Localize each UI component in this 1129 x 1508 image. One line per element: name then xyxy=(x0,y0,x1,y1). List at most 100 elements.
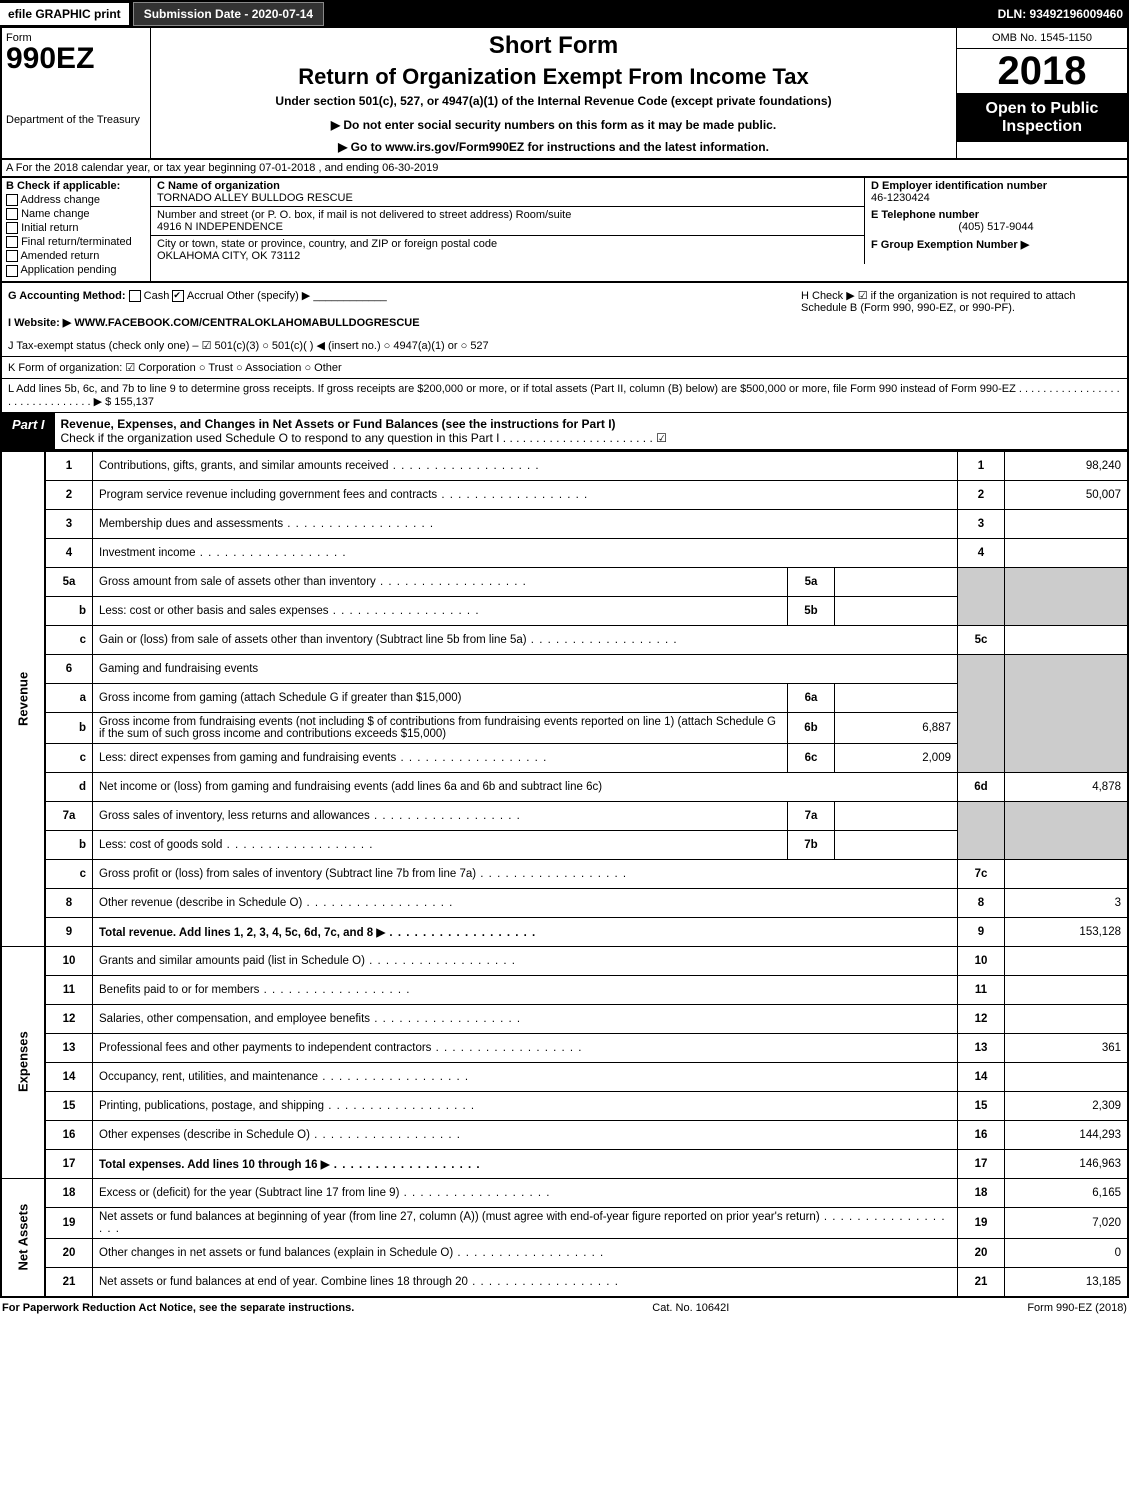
phone-value: (405) 517-9044 xyxy=(871,221,1121,233)
line-21-val: 13,185 xyxy=(1005,1267,1129,1297)
line-8-val: 3 xyxy=(1005,888,1129,917)
line-3-val xyxy=(1005,509,1129,538)
check-cash[interactable] xyxy=(129,290,141,302)
line-5a-desc: Gross amount from sale of assets other t… xyxy=(93,567,788,596)
line-15-num: 15 xyxy=(45,1091,93,1120)
line-6a-num: a xyxy=(45,683,93,712)
line-15-outlab: 15 xyxy=(958,1091,1005,1120)
row-a-tax-year: A For the 2018 calendar year, or tax yea… xyxy=(0,160,1129,178)
line-11-val xyxy=(1005,975,1129,1004)
header-left: Form 990EZ Department of the Treasury xyxy=(2,28,151,158)
column-cdef: C Name of organization TORNADO ALLEY BUL… xyxy=(151,178,1127,281)
form-number: 990EZ xyxy=(6,44,146,74)
line-8-outlab: 8 xyxy=(958,888,1005,917)
expenses-side-label: Expenses xyxy=(1,946,45,1178)
line-21-desc: Net assets or fund balances at end of ye… xyxy=(93,1267,958,1297)
line-k-form-org: K Form of organization: ☑ Corporation ○ … xyxy=(0,357,1129,379)
main-title: Return of Organization Exempt From Incom… xyxy=(155,64,952,90)
line-18-outlab: 18 xyxy=(958,1178,1005,1207)
check-name-change[interactable]: Name change xyxy=(6,208,146,220)
part-1-check: Check if the organization used Schedule … xyxy=(61,431,667,445)
line-5c-desc: Gain or (loss) from sale of assets other… xyxy=(93,625,958,654)
efile-print-label[interactable]: efile GRAPHIC print xyxy=(0,3,129,25)
line-3-num: 3 xyxy=(45,509,93,538)
footer-right: Form 990-EZ (2018) xyxy=(1027,1302,1127,1314)
line-6c-desc: Less: direct expenses from gaming and fu… xyxy=(93,743,788,772)
part-1-label: Part I xyxy=(2,413,55,449)
line-7a-desc: Gross sales of inventory, less returns a… xyxy=(93,801,788,830)
line-6a-inlab: 6a xyxy=(788,683,835,712)
line-12-num: 12 xyxy=(45,1004,93,1033)
street-block: Number and street (or P. O. box, if mail… xyxy=(151,207,864,236)
header-right: OMB No. 1545-1150 2018 Open to Public In… xyxy=(956,28,1127,158)
line-19-num: 19 xyxy=(45,1207,93,1238)
line-2-outlab: 2 xyxy=(958,480,1005,509)
line-6-desc: Gaming and fundraising events xyxy=(93,654,958,683)
accounting-method: G Accounting Method: Cash Accrual Other … xyxy=(8,289,801,329)
line-20-num: 20 xyxy=(45,1238,93,1267)
line-17-outlab: 17 xyxy=(958,1149,1005,1178)
check-final-return[interactable]: Final return/terminated xyxy=(6,236,146,248)
form-header: Form 990EZ Department of the Treasury Sh… xyxy=(0,28,1129,160)
line-l-gross-receipts: L Add lines 5b, 6c, and 7b to line 9 to … xyxy=(0,379,1129,413)
grey-6 xyxy=(958,654,1005,772)
city-value: OKLAHOMA CITY, OK 73112 xyxy=(157,250,858,262)
city-label: City or town, state or province, country… xyxy=(157,238,858,250)
line-1-outlab: 1 xyxy=(958,451,1005,480)
line-7b-inlab: 7b xyxy=(788,830,835,859)
org-name: TORNADO ALLEY BULLDOG RESCUE xyxy=(157,192,858,204)
line-5c-val xyxy=(1005,625,1129,654)
line-13-desc: Professional fees and other payments to … xyxy=(93,1033,958,1062)
line-18-val: 6,165 xyxy=(1005,1178,1129,1207)
check-application-pending[interactable]: Application pending xyxy=(6,264,146,276)
check-accrual[interactable] xyxy=(172,290,184,302)
submission-date-label: Submission Date - 2020-07-14 xyxy=(133,2,324,26)
subtitle-3: ▶ Go to www.irs.gov/Form990EZ for instru… xyxy=(155,140,952,154)
website-line: I Website: ▶ WWW.FACEBOOK.COM/CENTRALOKL… xyxy=(8,316,801,329)
line-14-desc: Occupancy, rent, utilities, and maintena… xyxy=(93,1062,958,1091)
check-address-change[interactable]: Address change xyxy=(6,194,146,206)
header-mid: Short Form Return of Organization Exempt… xyxy=(151,28,956,158)
line-20-val: 0 xyxy=(1005,1238,1129,1267)
street-value: 4916 N INDEPENDENCE xyxy=(157,221,858,233)
line-5c-outlab: 5c xyxy=(958,625,1005,654)
line-7a-inval xyxy=(835,801,958,830)
check-initial-return[interactable]: Initial return xyxy=(6,222,146,234)
line-9-outlab: 9 xyxy=(958,917,1005,946)
line-3-outlab: 3 xyxy=(958,509,1005,538)
check-amended-return[interactable]: Amended return xyxy=(6,250,146,262)
line-8-num: 8 xyxy=(45,888,93,917)
line-12-val xyxy=(1005,1004,1129,1033)
line-13-outlab: 13 xyxy=(958,1033,1005,1062)
line-4-desc: Investment income xyxy=(93,538,958,567)
phone-block: E Telephone number (405) 517-9044 xyxy=(864,207,1127,236)
line-19-outlab: 19 xyxy=(958,1207,1005,1238)
open-to-public: Open to Public Inspection xyxy=(957,94,1127,142)
line-10-desc: Grants and similar amounts paid (list in… xyxy=(93,946,958,975)
line-5b-inval xyxy=(835,596,958,625)
grey-5v xyxy=(1005,567,1129,625)
other-specify: Other (specify) ▶ xyxy=(227,290,311,302)
line-14-val xyxy=(1005,1062,1129,1091)
subtitle-2: ▶ Do not enter social security numbers o… xyxy=(155,118,952,132)
short-form-title: Short Form xyxy=(155,32,952,60)
line-7c-desc: Gross profit or (loss) from sales of inv… xyxy=(93,859,958,888)
page-footer: For Paperwork Reduction Act Notice, see … xyxy=(0,1298,1129,1318)
line-6d-desc: Net income or (loss) from gaming and fun… xyxy=(93,772,958,801)
line-10-val xyxy=(1005,946,1129,975)
line-10-num: 10 xyxy=(45,946,93,975)
line-6b-inval: 6,887 xyxy=(835,712,958,743)
line-9-desc: Total revenue. Add lines 1, 2, 3, 4, 5c,… xyxy=(93,917,958,946)
line-16-desc: Other expenses (describe in Schedule O) xyxy=(93,1120,958,1149)
line-20-desc: Other changes in net assets or fund bala… xyxy=(93,1238,958,1267)
ein-value: 46-1230424 xyxy=(871,192,1121,204)
line-11-outlab: 11 xyxy=(958,975,1005,1004)
line-j-tax-exempt: J Tax-exempt status (check only one) – ☑… xyxy=(0,335,1129,357)
line-4-val xyxy=(1005,538,1129,567)
line-7c-val xyxy=(1005,859,1129,888)
line-7a-inlab: 7a xyxy=(788,801,835,830)
line-5a-num: 5a xyxy=(45,567,93,596)
line-6-num: 6 xyxy=(45,654,93,683)
part-1-table: Revenue 1 Contributions, gifts, grants, … xyxy=(0,451,1129,1298)
line-6c-num: c xyxy=(45,743,93,772)
